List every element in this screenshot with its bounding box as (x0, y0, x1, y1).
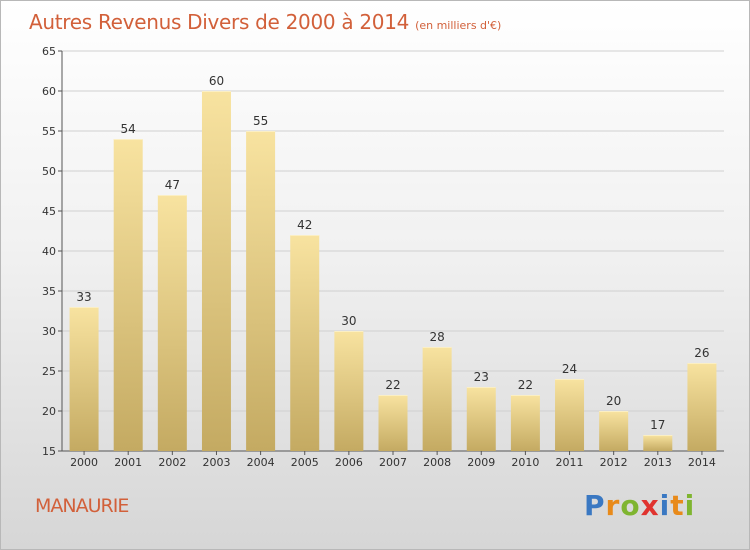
x-tick-label: 2005 (291, 456, 319, 469)
bar-2000 (69, 307, 99, 451)
y-tick-label: 50 (42, 165, 56, 178)
y-tick-label: 30 (42, 325, 56, 338)
x-tick-label: 2010 (511, 456, 539, 469)
y-tick-label: 25 (42, 365, 56, 378)
logo-letter: t (670, 489, 685, 522)
logo-letter: i (684, 489, 696, 522)
commune-name: MANAURIE (35, 495, 129, 517)
bar-2013 (643, 435, 673, 451)
y-tick-label: 60 (42, 85, 56, 98)
logo-letter: x (640, 489, 660, 522)
x-tick-label: 2012 (600, 456, 628, 469)
title-text: Autres Revenus Divers de 2000 à 2014 (29, 10, 410, 34)
chart-title: Autres Revenus Divers de 2000 à 2014 (en … (29, 10, 501, 34)
proxiti-logo[interactable]: Proxiti (584, 489, 695, 522)
bar-2004 (246, 131, 276, 451)
bar-2007 (378, 395, 408, 451)
data-label: 60 (209, 74, 224, 88)
bar-2009 (466, 387, 496, 451)
x-tick-label: 2008 (423, 456, 451, 469)
data-label: 24 (562, 362, 577, 376)
data-label: 47 (165, 178, 180, 192)
data-labels: 33 54 47 60 55 42 30 22 28 23 22 24 20 17 26 (76, 74, 709, 432)
data-label: 54 (121, 122, 136, 136)
bar-2014 (687, 363, 717, 451)
data-label: 22 (518, 378, 533, 392)
bar-2001 (113, 139, 143, 451)
data-label: 28 (429, 330, 444, 344)
logo-letter: P (584, 489, 606, 522)
logo-letter: o (620, 489, 641, 522)
x-tick-label: 2000 (70, 456, 98, 469)
x-tick-label: 2014 (688, 456, 716, 469)
x-tick-labels: 2000 2001 2002 2003 2004 2005 2006 2007 2008 2009… (70, 451, 716, 469)
x-tick-label: 2004 (247, 456, 275, 469)
y-tick-label: 15 (42, 445, 56, 458)
bar-2005 (290, 235, 320, 451)
chart-subtitle: (en milliers d'€) (415, 19, 502, 32)
x-tick-label: 2006 (335, 456, 363, 469)
data-label: 42 (297, 218, 312, 232)
bar-2003 (201, 91, 231, 451)
x-tick-label: 2001 (114, 456, 142, 469)
bar-2006 (334, 331, 364, 451)
y-tick-label: 40 (42, 245, 56, 258)
data-label: 30 (341, 314, 356, 328)
y-tick-label: 20 (42, 405, 56, 418)
y-tick-label: 55 (42, 125, 56, 138)
data-label: 55 (253, 114, 268, 128)
bar-2011 (555, 379, 585, 451)
logo-letter: r (605, 489, 621, 522)
x-tick-label: 2011 (556, 456, 584, 469)
x-tick-label: 2003 (202, 456, 230, 469)
bar-2008 (422, 347, 452, 451)
y-tick-label: 45 (42, 205, 56, 218)
data-label: 22 (385, 378, 400, 392)
bar-2012 (599, 411, 629, 451)
y-tick-labels: 15 20 25 30 35 40 45 50 55 60 65 (42, 45, 56, 458)
y-tick-label: 35 (42, 285, 56, 298)
y-tick-label: 65 (42, 45, 56, 58)
logo-letter: i (659, 489, 671, 522)
data-label: 17 (650, 418, 665, 432)
data-label: 33 (76, 290, 91, 304)
bar-2010 (510, 395, 540, 451)
data-label: 23 (474, 370, 489, 384)
x-tick-label: 2002 (158, 456, 186, 469)
data-label: 20 (606, 394, 621, 408)
bar-2002 (157, 195, 187, 451)
x-tick-label: 2009 (467, 456, 495, 469)
x-tick-label: 2013 (644, 456, 672, 469)
bars (69, 91, 717, 451)
data-label: 26 (694, 346, 709, 360)
x-tick-label: 2007 (379, 456, 407, 469)
